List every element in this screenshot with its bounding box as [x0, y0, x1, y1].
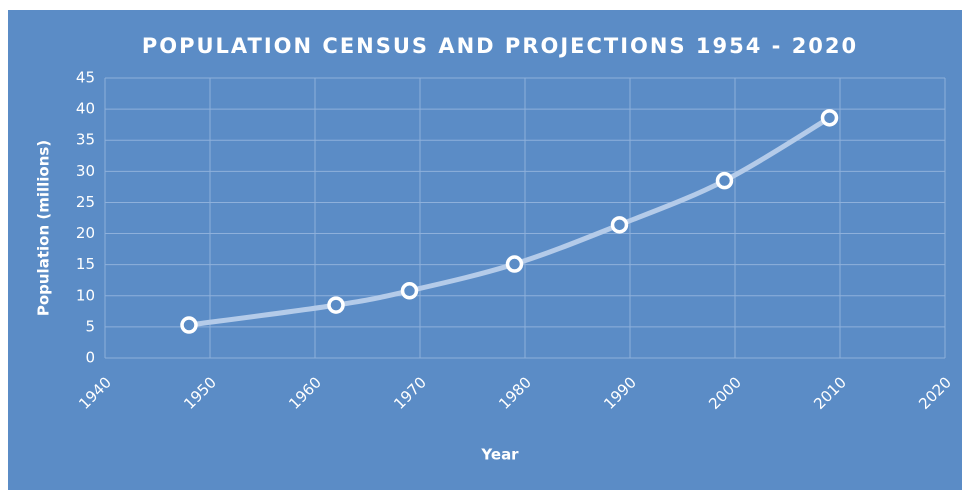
- x-axis-title: Year: [480, 446, 519, 464]
- y-tick-label: 30: [76, 162, 95, 180]
- chart-title: POPULATION CENSUS AND PROJECTIONS 1954 -…: [142, 34, 858, 58]
- y-tick-label: 40: [76, 100, 95, 118]
- y-tick-label: 0: [85, 349, 95, 367]
- point: [820, 109, 839, 127]
- y-tick-label: 5: [85, 317, 95, 335]
- point: [400, 282, 419, 300]
- point: [327, 296, 345, 314]
- point: [715, 171, 734, 190]
- y-tick-label: 15: [76, 255, 95, 273]
- y-tick-label: 35: [76, 131, 95, 149]
- y-tick-label: 45: [76, 69, 95, 87]
- y-tick-label: 25: [76, 193, 95, 211]
- y-tick-label: 10: [76, 286, 95, 304]
- y-axis-title: Population (millions): [35, 140, 53, 316]
- chart-background: [8, 10, 962, 490]
- point: [610, 216, 629, 234]
- y-tick-label: 20: [76, 224, 95, 242]
- point: [180, 316, 198, 334]
- point: [505, 255, 524, 273]
